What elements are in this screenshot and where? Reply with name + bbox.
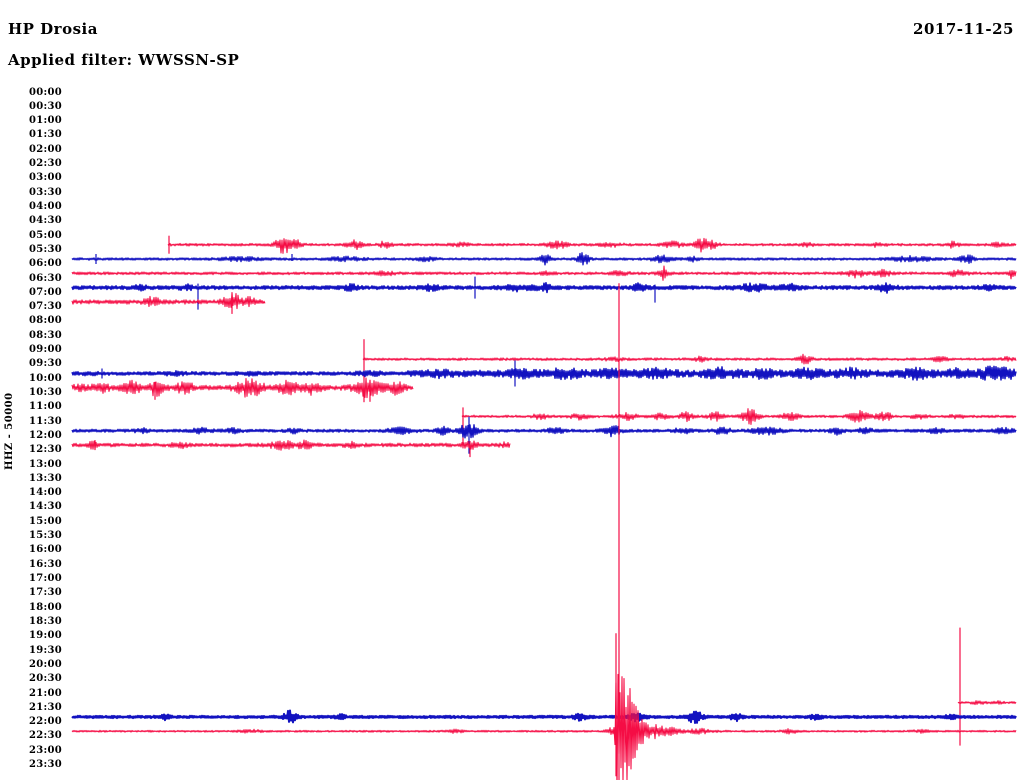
time-label-21:00: 21:00 (28, 687, 62, 699)
trace-10:30 (71, 377, 414, 399)
time-label-19:30: 19:30 (28, 644, 62, 656)
time-label-16:00: 16:00 (28, 544, 62, 556)
time-label-11:00: 11:00 (28, 401, 62, 413)
time-label-22:30: 22:30 (28, 730, 62, 742)
time-label-19:00: 19:00 (28, 630, 62, 642)
time-label-00:00: 00:00 (28, 86, 62, 98)
time-label-13:00: 13:00 (28, 458, 62, 470)
time-label-09:30: 09:30 (28, 358, 62, 370)
time-label-00:30: 00:30 (28, 100, 62, 112)
time-label-20:00: 20:00 (28, 658, 62, 670)
time-label-03:30: 03:30 (28, 186, 62, 198)
time-label-01:30: 01:30 (28, 129, 62, 141)
time-label-13:30: 13:30 (28, 472, 62, 484)
time-label-02:30: 02:30 (28, 158, 62, 170)
trace-21:30 (957, 700, 1017, 706)
time-label-03:00: 03:00 (28, 172, 62, 184)
time-label-18:00: 18:00 (28, 601, 62, 613)
time-label-01:00: 01:00 (28, 115, 62, 127)
time-label-04:00: 04:00 (28, 200, 62, 212)
trace-10:00 (71, 365, 1017, 381)
time-label-07:00: 07:00 (28, 286, 62, 298)
time-label-17:00: 17:00 (28, 573, 62, 585)
time-label-23:00: 23:00 (28, 744, 62, 756)
date-label: 2017-11-25 (913, 20, 1014, 38)
time-label-16:30: 16:30 (28, 558, 62, 570)
time-label-06:30: 06:30 (28, 272, 62, 284)
time-label-02:00: 02:00 (28, 143, 62, 155)
trace-07:30 (71, 291, 266, 310)
time-label-14:30: 14:30 (28, 501, 62, 513)
trace-12:30 (71, 439, 511, 451)
time-label-12:00: 12:00 (28, 429, 62, 441)
time-label-05:30: 05:30 (28, 243, 62, 255)
time-label-11:30: 11:30 (28, 415, 62, 427)
time-label-20:30: 20:30 (28, 673, 62, 685)
trace-06:00 (71, 252, 1017, 266)
station-title: HP Drosia (8, 20, 98, 38)
trace-11:30 (461, 408, 1017, 425)
time-label-09:00: 09:00 (28, 344, 62, 356)
time-label-15:00: 15:00 (28, 515, 62, 527)
time-label-06:00: 06:00 (28, 258, 62, 270)
time-label-08:30: 08:30 (28, 329, 62, 341)
time-label-14:00: 14:00 (28, 487, 62, 499)
time-label-04:30: 04:30 (28, 215, 62, 227)
time-label-08:00: 08:00 (28, 315, 62, 327)
trace-22:30 (71, 673, 1017, 780)
trace-09:30 (362, 353, 1017, 365)
time-label-10:00: 10:00 (28, 372, 62, 384)
time-label-22:00: 22:00 (28, 716, 62, 728)
filter-label: Applied filter: WWSSN-SP (8, 51, 240, 69)
trace-06:30 (71, 265, 1017, 281)
time-label-17:30: 17:30 (28, 587, 62, 599)
time-label-07:30: 07:30 (28, 301, 62, 313)
time-label-18:30: 18:30 (28, 615, 62, 627)
time-label-21:30: 21:30 (28, 701, 62, 713)
time-label-15:30: 15:30 (28, 530, 62, 542)
trace-05:30 (167, 237, 1017, 254)
time-label-12:30: 12:30 (28, 444, 62, 456)
trace-12:00 (71, 424, 1017, 439)
trace-22:00 (71, 709, 1017, 724)
time-label-10:30: 10:30 (28, 387, 62, 398)
time-label-05:00: 05:00 (28, 229, 62, 241)
trace-07:00 (71, 282, 1017, 294)
time-label-23:30: 23:30 (28, 759, 62, 771)
